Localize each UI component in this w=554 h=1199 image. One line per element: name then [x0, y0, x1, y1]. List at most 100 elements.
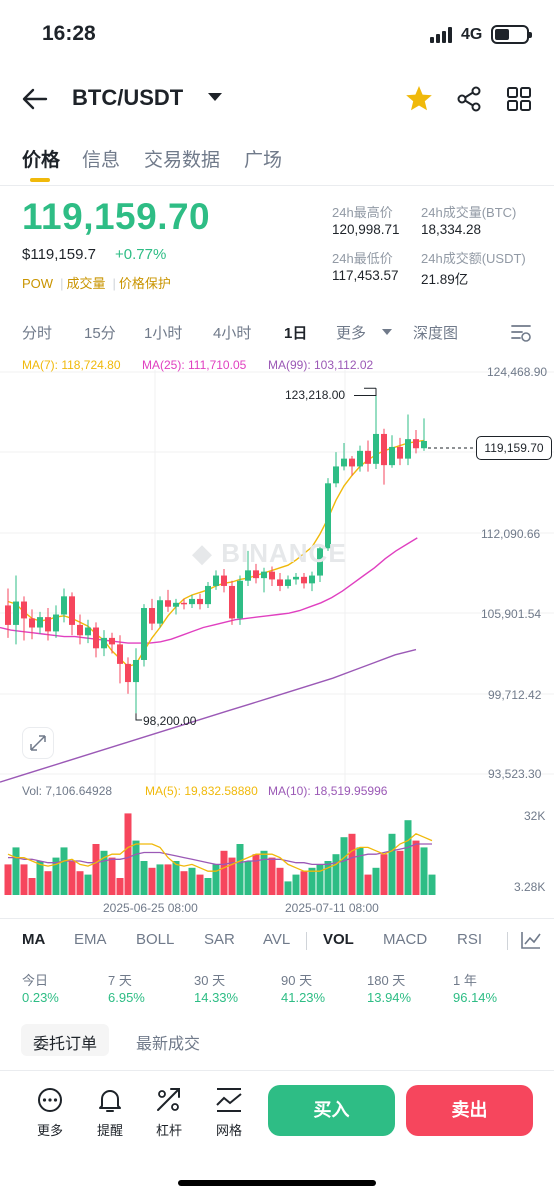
candle [125, 663, 131, 683]
high-label: 24h最高价 [332, 205, 393, 220]
volume-bar [52, 857, 60, 895]
ind-boll[interactable]: BOLL [136, 931, 175, 948]
ind-macd[interactable]: MACD [383, 931, 428, 948]
tf-15m[interactable]: 15分 [84, 325, 116, 342]
perf-label-today: 今日 [22, 973, 49, 988]
tf-depth[interactable]: 深度图 [413, 325, 459, 342]
chevron-down-icon[interactable] [208, 93, 222, 101]
candle [253, 570, 259, 579]
share-icon[interactable] [456, 86, 482, 112]
ind-ema[interactable]: EMA [74, 931, 107, 948]
y-tick-3: 105,901.54 [481, 607, 542, 621]
perf-value-today: 0.23% [22, 990, 59, 1005]
volume-bar [180, 871, 188, 895]
network-type: 4G [461, 26, 483, 43]
candle [277, 579, 283, 586]
candle [69, 596, 75, 625]
more-caret-icon[interactable] [382, 329, 392, 335]
vol-usdt-label: 24h成交额(USDT) [421, 251, 526, 266]
tab-info[interactable]: 信息 [82, 150, 121, 171]
low-value: 117,453.57 [332, 268, 399, 283]
star-icon[interactable] [405, 85, 433, 112]
y-tick-4: 99,712.42 [488, 688, 542, 702]
tf-timeline[interactable]: 分时 [22, 325, 53, 342]
volume-bar [276, 867, 284, 895]
tf-1d[interactable]: 1日 [284, 325, 308, 342]
more-label[interactable]: 更多 [36, 1123, 63, 1138]
fullscreen-button[interactable] [22, 727, 54, 759]
grid-trading-icon[interactable] [211, 1086, 247, 1114]
volume-bar [156, 864, 164, 895]
grid-label[interactable]: 网格 [215, 1123, 242, 1138]
candle [405, 439, 411, 459]
candle [197, 598, 203, 605]
tab-trading-data[interactable]: 交易数据 [144, 150, 221, 171]
candle [381, 433, 387, 466]
tag-price-protect[interactable]: 价格保护 [118, 276, 171, 291]
candle [205, 585, 211, 605]
perf-value-30d: 14.33% [194, 990, 239, 1005]
volume-bar [132, 840, 140, 895]
candle [173, 602, 179, 607]
tf-4h[interactable]: 4小时 [213, 325, 252, 342]
y-tick-1: 124,468.90 [487, 365, 548, 379]
volume-bar [284, 881, 292, 895]
ind-vol[interactable]: VOL [323, 931, 354, 948]
indicator-settings-icon[interactable] [520, 930, 542, 950]
bell-icon[interactable] [92, 1086, 128, 1114]
more-dots-icon[interactable] [32, 1086, 68, 1114]
tf-more[interactable]: 更多 [336, 325, 367, 342]
ind-rsi[interactable]: RSI [457, 931, 483, 948]
volume-bar [172, 861, 180, 895]
leverage-icon[interactable] [151, 1086, 187, 1114]
tag-volume[interactable]: 成交量 [66, 276, 106, 291]
candle [333, 466, 339, 484]
volume-bar [108, 857, 116, 895]
volume-bar [300, 871, 308, 895]
divider [0, 1070, 554, 1071]
vol-btc-value: 18,334.28 [421, 222, 482, 237]
buy-button[interactable]: 买入 [268, 1085, 395, 1136]
sell-button[interactable]: 卖出 [406, 1085, 533, 1136]
vol-usdt-value: 21.89亿 [421, 272, 469, 287]
volume-bar [188, 867, 196, 895]
alert-label[interactable]: 提醒 [96, 1123, 123, 1138]
ind-ma[interactable]: MA [22, 931, 46, 948]
status-bar: 16:28 4G [0, 0, 554, 70]
tf-1h[interactable]: 1小时 [144, 325, 183, 342]
candle [341, 458, 347, 467]
pair-title[interactable]: BTC/USDT [72, 85, 184, 110]
ma25-line [0, 537, 418, 644]
vol-ma10-legend: MA(10): 18,519.95996 [268, 784, 388, 798]
candle [397, 446, 403, 459]
ind-sar[interactable]: SAR [204, 931, 235, 948]
perf-value-1y: 96.14% [453, 990, 498, 1005]
volume-bar [396, 850, 404, 895]
tab-price[interactable]: 价格 [22, 150, 61, 171]
vol-btc-label: 24h成交量(BTC) [421, 205, 517, 220]
candle [221, 575, 227, 586]
price-change: +0.77% [115, 246, 167, 263]
candle [13, 601, 19, 625]
tag-pow[interactable]: POW [22, 276, 54, 291]
chart-settings-icon[interactable] [510, 322, 532, 342]
candle [85, 627, 91, 636]
tab-open-orders[interactable]: 委托订单 [21, 1024, 110, 1056]
ind-avl[interactable]: AVL [263, 931, 291, 948]
last-price-marker[interactable]: 119,159.70 [476, 436, 552, 460]
ma25-legend: MA(25): 111,710.05 [142, 358, 247, 372]
grid-menu-icon[interactable] [506, 86, 532, 112]
candle [285, 579, 291, 586]
volume-bar [380, 854, 388, 895]
vol-tick-1: 32K [524, 809, 546, 823]
candlestick-chart[interactable] [0, 370, 554, 790]
candle [141, 608, 147, 660]
back-arrow-icon[interactable] [22, 88, 48, 110]
volume-bar [116, 878, 124, 895]
low-annotation: 98,200.00 [143, 714, 197, 728]
leverage-label[interactable]: 杠杆 [155, 1123, 182, 1138]
tab-square[interactable]: 广场 [244, 150, 283, 171]
tab-recent-trades[interactable]: 最新成交 [136, 1036, 201, 1053]
volume-bar [148, 867, 156, 895]
volume-bar [28, 878, 36, 895]
